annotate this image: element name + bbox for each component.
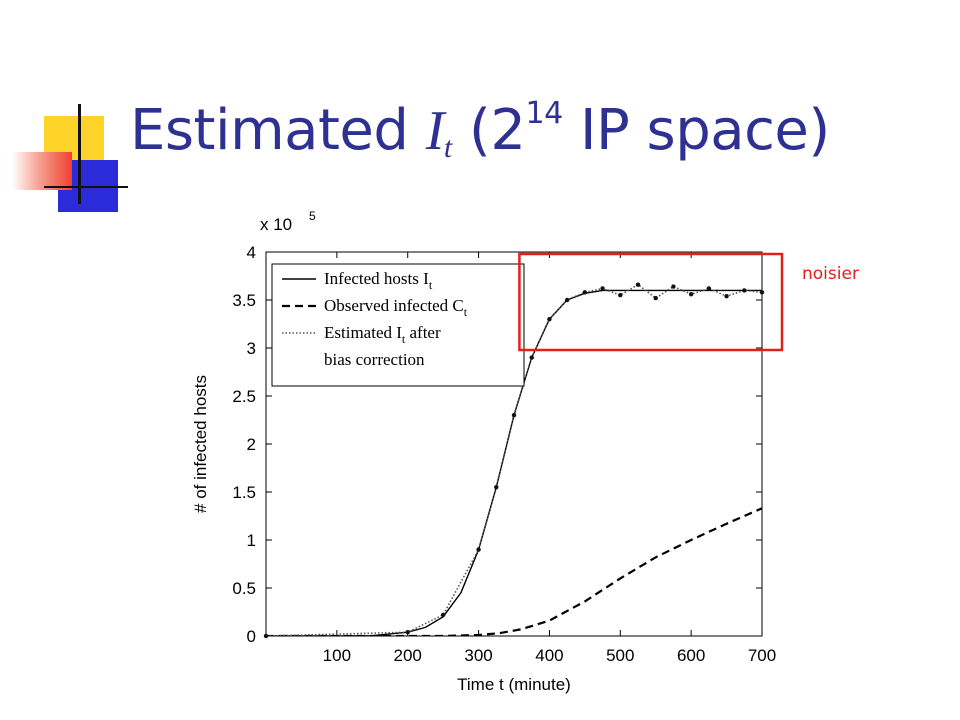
x-axis-label: Time t (minute) — [457, 675, 571, 694]
noisier-annotation: noisier — [802, 264, 859, 284]
point-estimated-i-t-after-bias-correction-5 — [511, 413, 517, 418]
y-tick-label-3: 3 — [247, 339, 256, 358]
x-tick-label-500: 500 — [606, 646, 634, 665]
legend-box — [271, 263, 525, 387]
deco-red-square — [12, 152, 72, 190]
y-tick-label-0.5: 0.5 — [232, 579, 256, 598]
title-variable: I — [425, 100, 445, 162]
legend-entry-2: Estimated It after — [324, 323, 441, 346]
x-tick-label-400: 400 — [535, 646, 563, 665]
title-close: IP space) — [562, 98, 830, 163]
legend-entry-3: bias correction — [324, 350, 425, 369]
x-tick-label-700: 700 — [748, 646, 776, 665]
point-estimated-i-t-after-bias-correction-7 — [547, 317, 552, 322]
legend-entry-1: Observed infected Ct — [324, 296, 468, 319]
x-tick-label-300: 300 — [464, 646, 492, 665]
point-estimated-i-t-after-bias-correction-18 — [742, 288, 747, 293]
title-main: Estimated — [130, 98, 426, 163]
point-estimated-i-t-after-bias-correction-13 — [653, 295, 658, 301]
point-estimated-i-t-after-bias-correction-0 — [263, 633, 269, 639]
y-axis-label: # of infected hosts — [191, 375, 210, 513]
page-title: Estimated It (214 IP space) — [130, 96, 830, 165]
point-estimated-i-t-after-bias-correction-10 — [600, 286, 605, 291]
title-open: (2 — [451, 98, 526, 163]
point-estimated-i-t-after-bias-correction-14 — [671, 284, 676, 289]
series-observed-infected-c-t — [266, 507, 762, 636]
point-estimated-i-t-after-bias-correction-19 — [759, 290, 765, 295]
point-estimated-i-t-after-bias-correction-12 — [635, 282, 641, 287]
legend-entry-0: Infected hosts It — [324, 269, 433, 292]
deco-horizontal-line — [44, 186, 128, 188]
point-estimated-i-t-after-bias-correction-15 — [688, 292, 694, 297]
point-estimated-i-t-after-bias-correction-16 — [706, 286, 712, 291]
infected-hosts-chart: 100 200 300 400 500 600 700 0 0.5 1 1.5 2 2.5 3 3.5 4 Ti… — [191, 209, 784, 694]
point-estimated-i-t-after-bias-correction-17 — [724, 293, 729, 299]
point-estimated-i-t-after-bias-correction-4 — [494, 485, 499, 490]
y-tick-label-3.5: 3.5 — [232, 291, 256, 310]
point-estimated-i-t-after-bias-correction-11 — [618, 293, 623, 298]
point-estimated-i-t-after-bias-correction-6 — [529, 355, 534, 360]
point-estimated-i-t-after-bias-correction-1 — [405, 629, 410, 635]
deco-vertical-line — [78, 104, 81, 204]
y-tick-label-1: 1 — [247, 531, 256, 550]
y-tick-label-4: 4 — [247, 243, 256, 262]
title-exponent: 14 — [525, 96, 563, 131]
point-estimated-i-t-after-bias-correction-3 — [476, 547, 481, 552]
point-estimated-i-t-after-bias-correction-8 — [564, 297, 570, 303]
title-subscript: t — [443, 131, 452, 164]
x-tick-label-200: 200 — [394, 646, 422, 665]
x-tick-label-600: 600 — [677, 646, 705, 665]
series-estimated-i-t-after-bias-correction — [266, 283, 762, 636]
y-multiplier-exponent: 5 — [309, 209, 316, 223]
point-estimated-i-t-after-bias-correction-9 — [582, 290, 588, 295]
x-tick-label-100: 100 — [323, 646, 351, 665]
y-tick-label-0: 0 — [247, 627, 256, 646]
point-estimated-i-t-after-bias-correction-2 — [440, 612, 446, 618]
noisier-highlight-box — [518, 252, 784, 352]
y-tick-label-2: 2 — [247, 435, 256, 454]
y-tick-label-1.5: 1.5 — [232, 483, 256, 502]
y-multiplier-label: x 10 — [260, 215, 292, 234]
y-tick-label-2.5: 2.5 — [232, 387, 256, 406]
